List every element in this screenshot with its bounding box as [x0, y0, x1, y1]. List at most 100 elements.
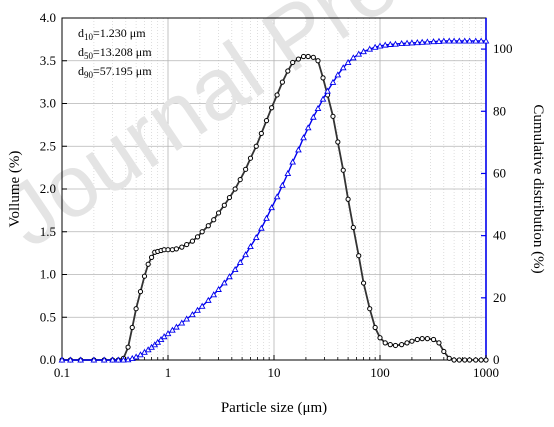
- cumulative-point: [349, 54, 357, 61]
- left-y-tick-label: 2.0: [40, 181, 56, 196]
- cumulative-point: [120, 356, 127, 363]
- cumulative-point: [472, 37, 480, 44]
- volume-point: [247, 155, 254, 161]
- left-y-tick-label: 0.5: [40, 309, 56, 324]
- cumulative-point: [132, 353, 140, 360]
- cumulative-point: [210, 291, 218, 298]
- volume-point: [226, 194, 233, 201]
- volume-point: [133, 306, 139, 312]
- volume-point: [215, 210, 222, 216]
- right-y-tick-label: 0: [493, 352, 500, 367]
- annotation-box: d10=1.230 μm d50=13.208 μm d90=57.195 μm: [78, 26, 152, 80]
- cumulative-point: [90, 356, 98, 363]
- cumulative-point: [371, 43, 379, 50]
- volume-point: [258, 130, 264, 137]
- cumulative-point: [334, 71, 342, 78]
- annotation-d90: d90=57.195 μm: [78, 64, 152, 80]
- cumulative-point: [198, 302, 206, 309]
- cumulative-point: [408, 39, 416, 46]
- left-y-tick-label: 1.5: [40, 224, 56, 239]
- volume-point: [137, 289, 144, 295]
- x-tick-label: 1000: [473, 365, 499, 380]
- cumulative-point: [236, 258, 244, 265]
- cumulative-point: [450, 37, 458, 44]
- volume-point: [221, 202, 227, 208]
- cumulative-point: [242, 251, 249, 258]
- volume-point: [285, 68, 291, 74]
- cumulative-point: [360, 48, 367, 55]
- cumulative-point: [77, 356, 85, 363]
- cumulative-point: [314, 104, 322, 112]
- volume-point: [199, 229, 205, 235]
- cumulative-point: [279, 181, 286, 188]
- cumulative-point: [247, 242, 254, 250]
- cumulative-point: [403, 39, 411, 46]
- cumulative-point: [164, 330, 172, 337]
- cumulative-point: [398, 39, 406, 47]
- volume-point: [315, 58, 321, 64]
- x-tick-label: 1: [165, 365, 172, 380]
- volume-point: [173, 246, 179, 252]
- cumulative-point: [455, 37, 463, 44]
- cumulative-point: [154, 338, 162, 345]
- cumulative-point: [189, 311, 196, 318]
- cumulative-point: [178, 319, 186, 326]
- volume-point: [194, 234, 201, 240]
- volume-point: [436, 340, 442, 346]
- cumulative-point: [477, 37, 485, 44]
- volume-point: [141, 273, 148, 279]
- volume-point: [253, 143, 259, 149]
- cumulative-point: [324, 87, 331, 94]
- cumulative-point: [344, 58, 352, 65]
- left-y-tick-label: 2.5: [40, 138, 56, 153]
- cumulative-point: [67, 356, 74, 363]
- x-tick-label: 10: [268, 365, 281, 380]
- right-y-tick-label: 40: [493, 228, 506, 243]
- left-y-tick-label: 3.0: [40, 96, 56, 111]
- annotation-d10: d10=1.230 μm: [78, 26, 146, 42]
- volume-point: [404, 340, 410, 346]
- cumulative-point: [304, 124, 312, 131]
- volume-point: [295, 56, 302, 62]
- cumulative-point: [424, 38, 431, 45]
- volume-point: [419, 336, 425, 342]
- volume-point: [367, 306, 373, 312]
- cumulative-point: [160, 333, 168, 340]
- volume-point: [179, 244, 185, 250]
- cumulative-point: [183, 315, 191, 322]
- cumulative-point: [418, 38, 426, 45]
- cumulative-point: [215, 285, 222, 292]
- left-y-tick-label: 1.0: [40, 267, 56, 282]
- volume-point: [441, 348, 447, 355]
- volume-point: [473, 357, 479, 363]
- volume-point: [232, 186, 238, 192]
- volume-point: [189, 238, 196, 244]
- cumulative-point: [381, 41, 389, 48]
- volume-point: [409, 338, 415, 344]
- cumulative-point: [173, 323, 180, 330]
- cumulative-point: [100, 356, 108, 363]
- right-y-tick-label: 20: [493, 290, 506, 305]
- left-y-tick-label: 0.0: [40, 352, 56, 367]
- right-y-tick-label: 100: [493, 41, 513, 56]
- left-y-tick-label: 3.5: [40, 53, 56, 68]
- cumulative-point: [309, 113, 317, 120]
- right-y-axis-label: Cumulative distribution (%): [530, 104, 546, 273]
- volume-point: [483, 357, 489, 363]
- cumulative-point: [339, 64, 347, 71]
- cumulative-point: [435, 37, 443, 44]
- x-axis-label: Particle size (μm): [221, 400, 327, 416]
- volume-point: [372, 324, 378, 331]
- cumulative-point: [355, 50, 363, 57]
- cumulative-point: [252, 233, 260, 241]
- volume-point: [290, 59, 296, 66]
- volume-point: [237, 176, 243, 183]
- cumulative-point: [413, 39, 421, 46]
- x-tick-label: 0.1: [54, 365, 70, 380]
- cumulative-point: [194, 306, 201, 313]
- volume-point: [335, 139, 341, 145]
- volume-point: [399, 342, 405, 348]
- volume-point: [125, 344, 131, 350]
- volume-point: [350, 224, 356, 231]
